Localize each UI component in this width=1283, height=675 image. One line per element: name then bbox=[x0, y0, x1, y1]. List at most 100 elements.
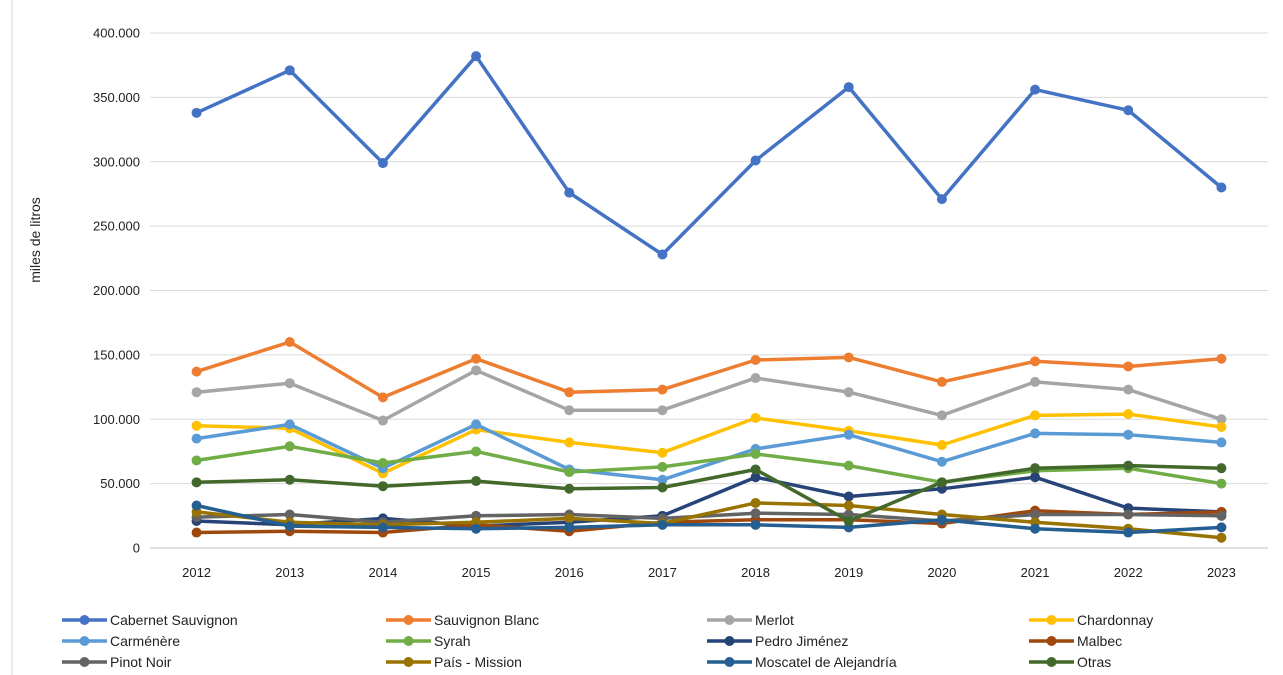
series-path bbox=[194, 340, 1224, 400]
data-point bbox=[1216, 414, 1227, 425]
data-point bbox=[657, 474, 668, 485]
legend-marker bbox=[79, 615, 90, 625]
data-point bbox=[1216, 478, 1227, 489]
data-point bbox=[471, 51, 482, 62]
legend-marker bbox=[403, 657, 414, 667]
legend-marker bbox=[1046, 615, 1057, 625]
data-point bbox=[191, 433, 202, 444]
legend-marker bbox=[79, 636, 90, 646]
data-point bbox=[936, 410, 947, 421]
data-point bbox=[191, 527, 202, 538]
data-point bbox=[657, 447, 668, 458]
data-point bbox=[284, 441, 295, 452]
data-point bbox=[1123, 460, 1134, 471]
data-point bbox=[1030, 428, 1041, 439]
data-point bbox=[843, 352, 854, 363]
legend-marker bbox=[403, 615, 414, 625]
x-tick-label: 2012 bbox=[182, 565, 211, 580]
series-group bbox=[191, 51, 1227, 543]
data-point bbox=[843, 515, 854, 526]
data-point bbox=[843, 429, 854, 440]
data-point bbox=[564, 467, 575, 478]
legend-label: Merlot bbox=[755, 612, 794, 628]
series-path bbox=[194, 412, 1224, 476]
data-point bbox=[1123, 105, 1134, 116]
data-point bbox=[843, 491, 854, 502]
legend-item: Sauvignon Blanc bbox=[386, 612, 539, 628]
legend-item: Syrah bbox=[386, 633, 471, 649]
x-tick-label: 2016 bbox=[555, 565, 584, 580]
data-point bbox=[471, 476, 482, 487]
data-point bbox=[377, 392, 388, 403]
data-point bbox=[1030, 472, 1041, 483]
data-point bbox=[284, 509, 295, 520]
data-point bbox=[1030, 356, 1041, 367]
legend-item: Moscatel de Alejandría bbox=[707, 654, 897, 670]
series-line bbox=[191, 419, 1227, 485]
series-path bbox=[194, 511, 1224, 525]
data-point bbox=[1030, 509, 1041, 520]
data-point bbox=[564, 522, 575, 533]
legend-label: Cabernet Sauvignon bbox=[110, 612, 238, 628]
data-point bbox=[191, 500, 202, 511]
data-point bbox=[936, 456, 947, 467]
data-point bbox=[843, 82, 854, 93]
legend-label: Malbec bbox=[1077, 633, 1122, 649]
data-point bbox=[1123, 361, 1134, 372]
legend-item: Chardonnay bbox=[1029, 612, 1153, 628]
x-tick-label: 2022 bbox=[1114, 565, 1143, 580]
series-line bbox=[191, 51, 1227, 260]
legend-label: Pinot Noir bbox=[110, 654, 172, 670]
x-tick-label: 2013 bbox=[275, 565, 304, 580]
data-point bbox=[471, 353, 482, 364]
series-line bbox=[191, 365, 1227, 426]
data-point bbox=[657, 405, 668, 416]
legend-item: Carménère bbox=[62, 633, 180, 649]
data-point bbox=[191, 477, 202, 488]
data-point bbox=[377, 158, 388, 169]
data-point bbox=[1030, 463, 1041, 474]
y-tick-label: 0 bbox=[133, 541, 140, 556]
data-point bbox=[1216, 421, 1227, 432]
legend-label: Moscatel de Alejandría bbox=[755, 654, 897, 670]
data-point bbox=[564, 513, 575, 524]
y-tick-label: 350.000 bbox=[93, 90, 140, 105]
series-line bbox=[191, 409, 1227, 479]
y-axis-ticks: 0 50.000 100.000 150.000 200.000 250.000 300.0… bbox=[93, 26, 140, 556]
data-point bbox=[843, 460, 854, 471]
data-point bbox=[657, 461, 668, 472]
data-point bbox=[471, 523, 482, 534]
series-path bbox=[194, 368, 1224, 423]
data-point bbox=[1216, 522, 1227, 533]
legend-marker bbox=[79, 657, 90, 667]
data-point bbox=[471, 419, 482, 430]
legend-marker bbox=[724, 636, 735, 646]
data-point bbox=[657, 249, 668, 260]
data-point bbox=[843, 500, 854, 511]
legend-item: Malbec bbox=[1029, 633, 1122, 649]
legend-marker bbox=[724, 657, 735, 667]
legend-item: Merlot bbox=[707, 612, 794, 628]
data-point bbox=[564, 387, 575, 398]
series-path bbox=[194, 463, 1224, 523]
series-path bbox=[194, 444, 1224, 486]
data-point bbox=[750, 508, 761, 519]
series-line bbox=[191, 337, 1227, 403]
legend-label: País - Mission bbox=[434, 654, 522, 670]
data-point bbox=[1030, 410, 1041, 421]
legend-label: Pedro Jiménez bbox=[755, 633, 848, 649]
data-point bbox=[1123, 527, 1134, 538]
data-point bbox=[843, 387, 854, 398]
data-point bbox=[1216, 510, 1227, 521]
legend-marker bbox=[403, 636, 414, 646]
data-point bbox=[657, 519, 668, 530]
x-tick-label: 2019 bbox=[834, 565, 863, 580]
data-point bbox=[1123, 409, 1134, 420]
data-point bbox=[750, 464, 761, 475]
data-point bbox=[1123, 509, 1134, 520]
series-path bbox=[194, 501, 1224, 540]
data-point bbox=[377, 522, 388, 533]
y-axis-title: miles de litros bbox=[27, 197, 43, 283]
data-point bbox=[936, 514, 947, 525]
data-point bbox=[284, 378, 295, 389]
